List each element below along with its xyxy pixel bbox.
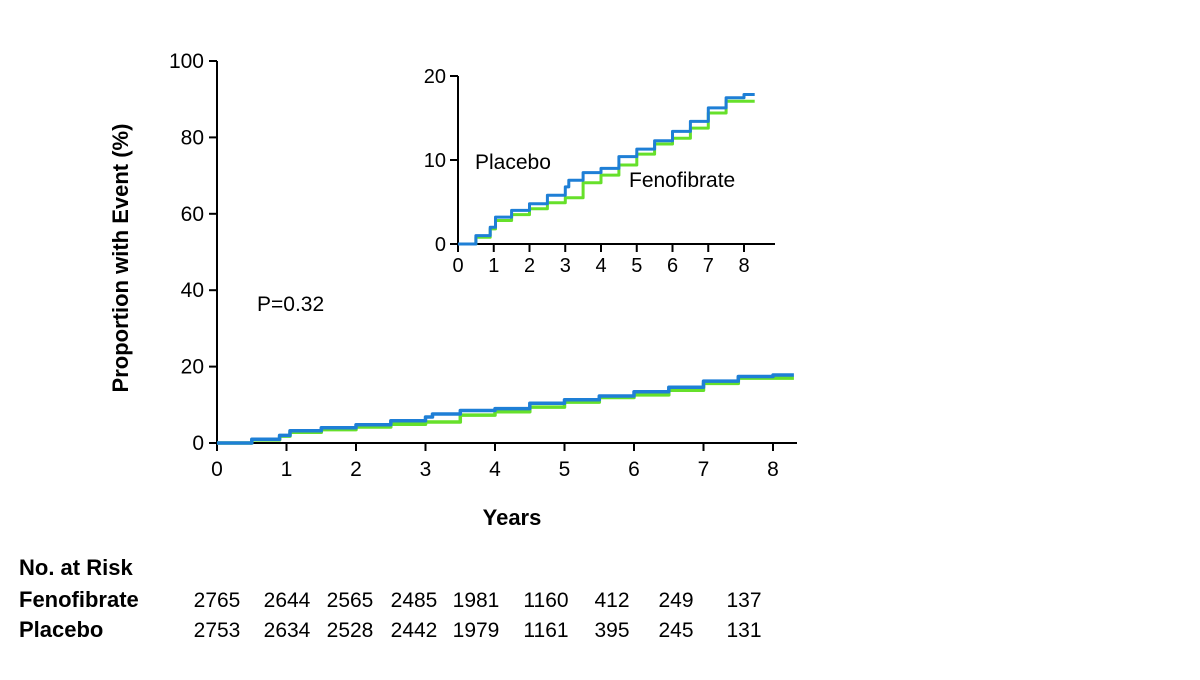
inset-label-placebo: Placebo — [475, 151, 551, 174]
risk-value-placebo: 131 — [726, 619, 761, 642]
main-x-tick-label: 2 — [350, 458, 362, 481]
risk-row-label-fenofibrate: Fenofibrate — [19, 587, 139, 612]
inset-plot: 0 10 20 0 1 2 3 4 5 6 7 8 Placebo Fenofibrate — [424, 66, 775, 277]
inset-label-fenofibrate: Fenofibrate — [629, 169, 735, 192]
inset-x-tick-label: 1 — [488, 255, 499, 277]
main-y-tick-label: 80 — [181, 126, 204, 149]
main-x-tick-label: 4 — [489, 458, 501, 481]
inset-y-tick-label: 20 — [424, 66, 446, 88]
inset-y-tick-label: 10 — [424, 150, 446, 172]
risk-value-fenofibrate: 1160 — [523, 589, 568, 612]
inset-x-tick-label: 8 — [738, 255, 749, 277]
risk-value-placebo: 395 — [594, 619, 629, 642]
p-value-annotation: P=0.32 — [257, 293, 324, 316]
main-y-tick-label: 40 — [181, 279, 204, 302]
inset-y-tick-label: 0 — [435, 234, 446, 256]
main-x-tick-label: 7 — [698, 458, 710, 481]
main-x-tick-label: 6 — [628, 458, 640, 481]
risk-row-label-placebo: Placebo — [19, 617, 103, 642]
risk-value-fenofibrate: 137 — [726, 589, 761, 612]
main-x-tick-label: 3 — [420, 458, 432, 481]
risk-value-fenofibrate: 249 — [658, 589, 693, 612]
risk-value-fenofibrate: 2765 — [194, 589, 241, 612]
risk-value-fenofibrate: 2485 — [391, 589, 438, 612]
risk-table-title: No. at Risk — [19, 555, 133, 580]
risk-value-placebo: 2528 — [327, 619, 374, 642]
main-series-fenofibrate — [217, 376, 794, 445]
risk-value-placebo: 1161 — [523, 619, 568, 642]
main-y-tick-label: 20 — [181, 356, 204, 379]
risk-value-fenofibrate: 2644 — [264, 589, 311, 612]
inset-x-tick-label: 0 — [452, 255, 463, 277]
inset-x-tick-label: 2 — [524, 255, 535, 277]
main-x-tick-label: 8 — [767, 458, 779, 481]
risk-value-fenofibrate: 2565 — [327, 589, 374, 612]
main-y-axis-label: Proportion with Event (%) — [108, 124, 133, 393]
inset-series-placebo — [458, 93, 755, 246]
inset-x-tick-label: 6 — [667, 255, 678, 277]
risk-table: No. at Risk Fenofibrate Placebo 2765 2644… — [19, 555, 762, 642]
risk-value-placebo: 2634 — [264, 619, 311, 642]
main-y-tick-label: 60 — [181, 203, 204, 226]
risk-value-placebo: 245 — [658, 619, 693, 642]
inset-x-tick-label: 7 — [703, 255, 714, 277]
risk-value-placebo: 2753 — [194, 619, 241, 642]
main-x-axis-label: Years — [483, 505, 542, 530]
risk-value-placebo: 1979 — [453, 619, 500, 642]
inset-x-tick-label: 3 — [560, 255, 571, 277]
risk-value-placebo: 2442 — [391, 619, 438, 642]
inset-x-tick-label: 5 — [631, 255, 642, 277]
main-y-tick-label: 0 — [192, 432, 204, 455]
main-y-tick-label: 100 — [169, 50, 204, 73]
main-x-tick-label: 1 — [281, 458, 293, 481]
inset-x-tick-label: 4 — [595, 255, 606, 277]
risk-value-fenofibrate: 412 — [594, 589, 629, 612]
risk-value-fenofibrate: 1981 — [453, 589, 500, 612]
main-x-tick-label: 5 — [559, 458, 571, 481]
main-x-tick-label: 0 — [211, 458, 223, 481]
main-series-placebo — [217, 373, 794, 445]
